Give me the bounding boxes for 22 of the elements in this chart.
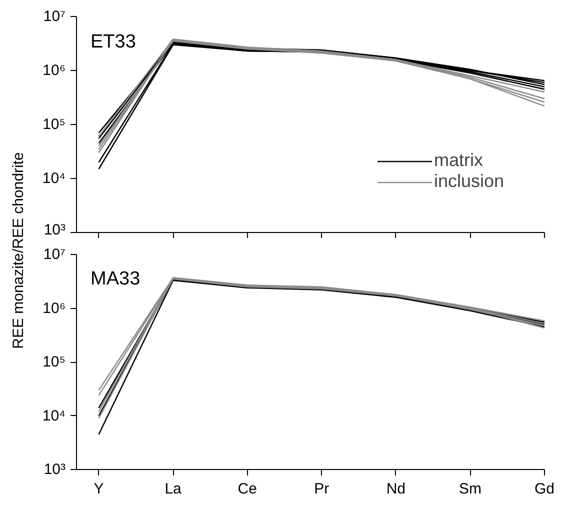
- x-tick-label: La: [164, 480, 182, 498]
- x-tick-label: Sm: [458, 480, 482, 498]
- y-tick-label: 10⁷: [43, 8, 66, 25]
- x-tick-label: Ce: [238, 480, 257, 498]
- legend-label: matrix: [434, 150, 483, 171]
- x-tick-label: Nd: [386, 480, 406, 498]
- text: MA33: [90, 268, 140, 290]
- y-tick-label: 10⁵: [42, 116, 66, 133]
- y-tick-label: 10⁶: [42, 62, 66, 79]
- legend-label: inclusion: [434, 171, 504, 192]
- y-tick-label: 10³: [44, 222, 66, 238]
- y-tick-label: 10⁴: [42, 170, 66, 187]
- y-tick-label: 10⁶: [42, 300, 66, 317]
- y-tick-label: 10³: [44, 461, 66, 478]
- y-tick-label: 10⁵: [42, 354, 66, 370]
- x-tick-label: Y: [94, 480, 104, 498]
- y-tick-label: 10⁴: [42, 407, 66, 424]
- x-tick-label: Gd: [534, 480, 555, 498]
- x-tick-label: Pr: [314, 480, 330, 498]
- y-axis-title: REE monazite/REE chondrite: [10, 152, 27, 349]
- text: ET33: [90, 32, 136, 52]
- y-tick-label: 10⁷: [43, 246, 66, 263]
